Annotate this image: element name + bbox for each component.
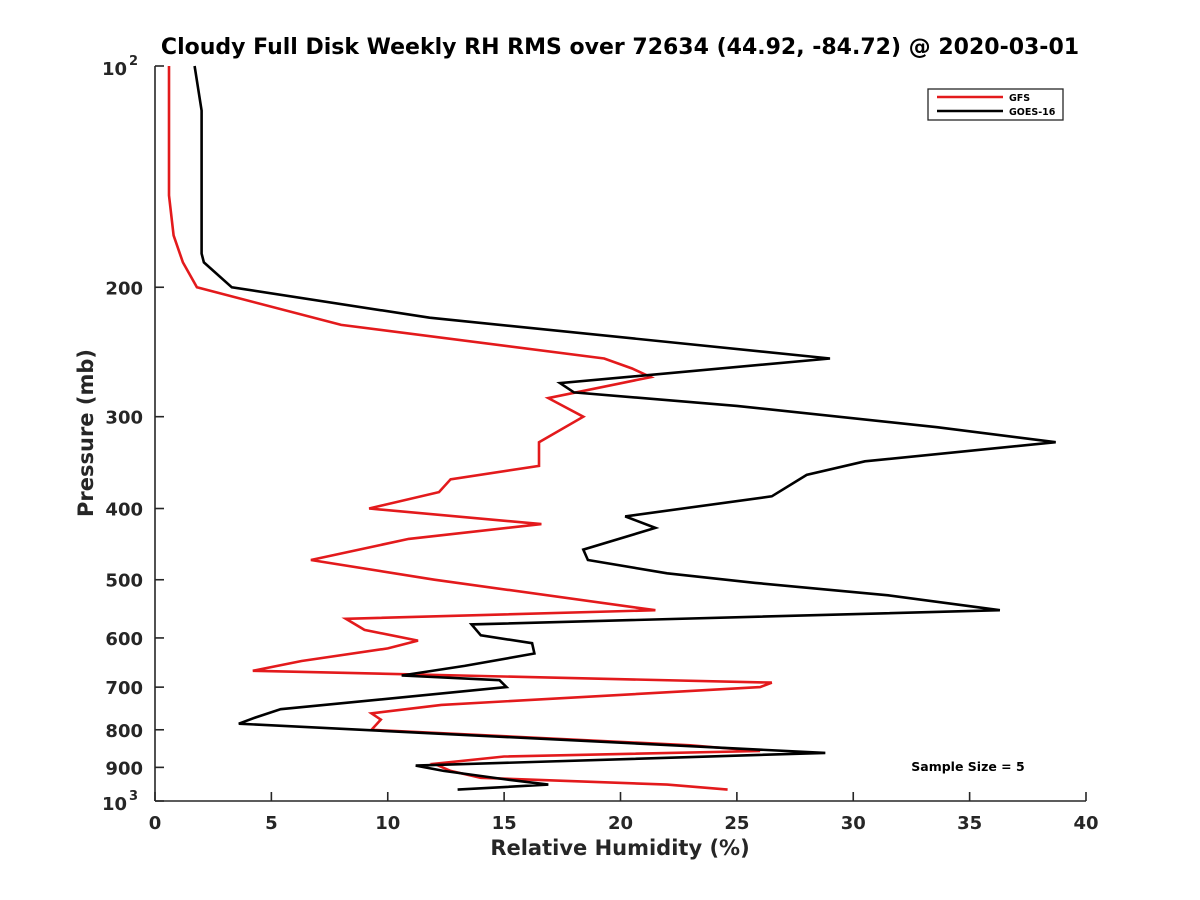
y-tick-label: 700 [105, 678, 143, 699]
x-axis-label: Relative Humidity (%) [490, 836, 749, 860]
y-axis-label: Pressure (mb) [74, 349, 98, 517]
legend-box [927, 88, 1064, 121]
x-tick-label: 25 [724, 813, 749, 834]
y-tick-label-exponent: 3 [129, 789, 138, 804]
x-tick-label: 30 [841, 813, 866, 834]
y-tick-label: 500 [105, 571, 143, 592]
legend-label-goes16: GOES-16 [1009, 107, 1056, 118]
y-tick-label-power: 10 [102, 59, 127, 80]
y-tick-label: 900 [105, 758, 143, 779]
x-tick-label: 40 [1073, 813, 1098, 834]
x-tick-label: 0 [149, 813, 162, 834]
legend-label-gfs: GFS [1009, 93, 1030, 104]
x-tick-label: 35 [957, 813, 982, 834]
chart-title: Cloudy Full Disk Weekly RH RMS over 7263… [161, 35, 1079, 60]
y-tick-label-exponent: 2 [129, 54, 138, 69]
x-tick-label: 15 [492, 813, 517, 834]
x-tick-label: 5 [265, 813, 278, 834]
y-tick-label: 200 [105, 278, 143, 299]
y-tick-label: 400 [105, 500, 143, 521]
y-tick-label-power: 10 [102, 794, 127, 815]
sample-size-annotation: Sample Size = 5 [911, 759, 1024, 774]
x-ticks: 0 5 10 15 20 25 30 35 40 [149, 792, 1099, 834]
legend: GFS GOES-16 [927, 88, 1064, 121]
y-tick-label: 600 [105, 629, 143, 650]
x-tick-label: 20 [608, 813, 633, 834]
series-line-goes16 [193, 65, 1056, 791]
x-tick-label: 10 [375, 813, 400, 834]
data-series [167, 65, 1056, 791]
y-tick-label: 300 [105, 408, 143, 429]
y-tick-label: 800 [105, 721, 143, 742]
